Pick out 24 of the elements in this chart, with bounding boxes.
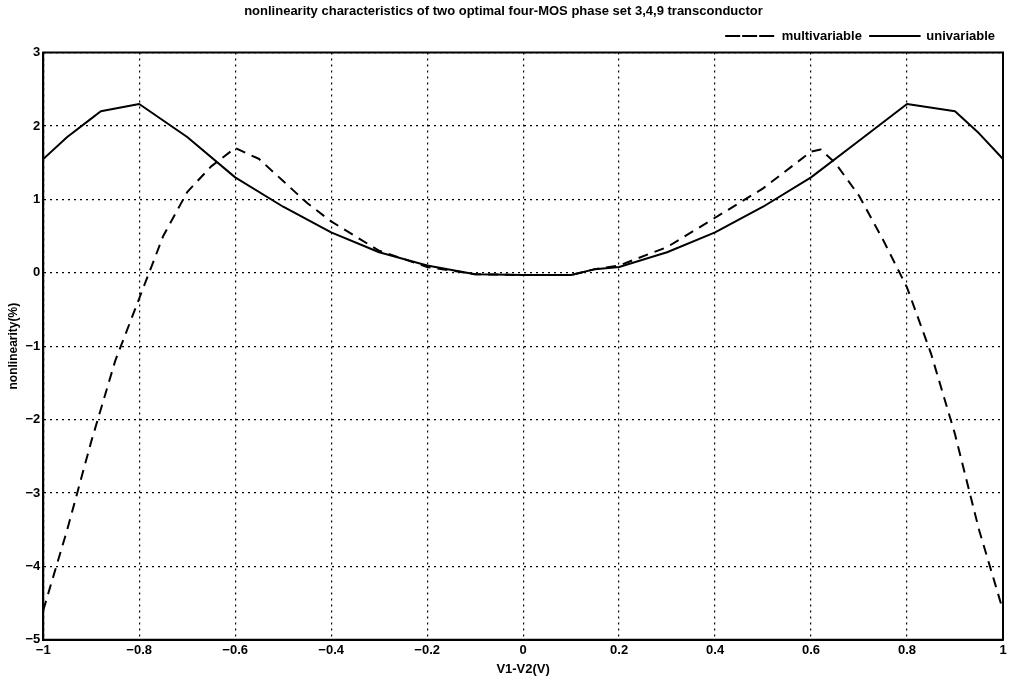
x-tick-label: −0.8 xyxy=(126,642,153,658)
y-axis-title: nonlinearity(%) xyxy=(5,302,20,390)
y-tick-label: 3 xyxy=(32,44,41,60)
x-tick-label: −0.6 xyxy=(222,642,249,658)
x-axis-title: V1-V2(V) xyxy=(496,660,550,676)
y-tick-label: −5 xyxy=(25,631,41,647)
y-tick-label: −4 xyxy=(25,557,41,573)
y-tick-label: −1 xyxy=(25,337,41,353)
y-tick-label: −3 xyxy=(25,484,41,500)
chart-title: nonlinearity characteristics of two optimal four-MOS phase set 3,4,9 transconductor xyxy=(244,3,763,19)
y-tick-label: 1 xyxy=(32,190,41,206)
y-tick-label: 0 xyxy=(32,264,41,280)
x-tick-label: 1 xyxy=(999,642,1007,658)
legend-label: multivariable xyxy=(781,27,862,43)
x-tick-label: 0.8 xyxy=(897,642,917,658)
legend-label: univariable xyxy=(926,27,995,43)
y-tick-label: 2 xyxy=(32,117,41,133)
y-tick-label: −2 xyxy=(25,411,41,427)
x-tick-label: −0.2 xyxy=(414,642,440,658)
x-tick-label: 0 xyxy=(519,642,527,658)
x-tick-label: −0.4 xyxy=(318,642,345,658)
x-tick-label: 0.4 xyxy=(706,642,725,658)
x-tick-label: 0.6 xyxy=(802,642,821,658)
x-tick-label: 0.2 xyxy=(610,642,629,658)
